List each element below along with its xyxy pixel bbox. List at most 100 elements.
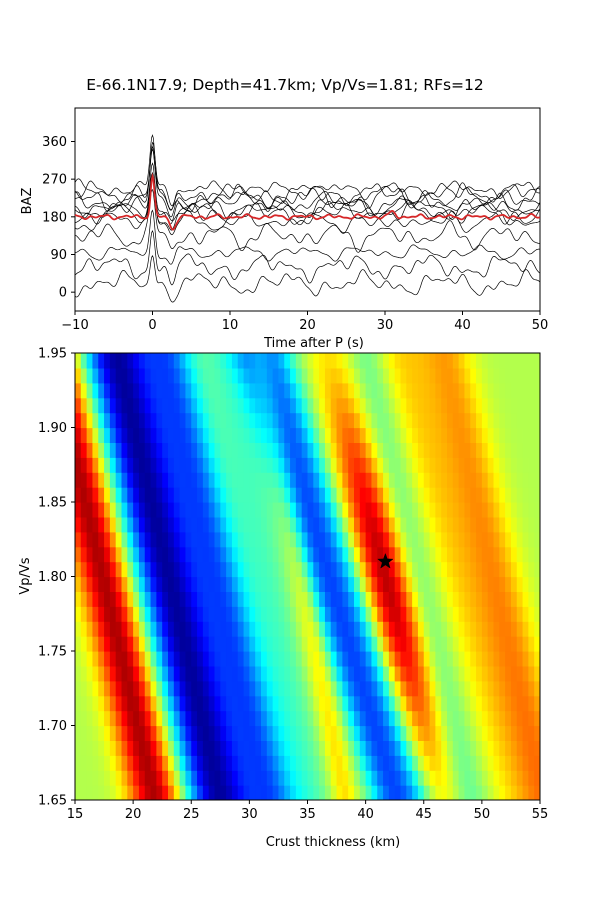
hk-heatmap-cell	[290, 710, 297, 727]
hk-heatmap-cell	[191, 457, 198, 473]
hk-x-label: Crust thickness (km)	[266, 835, 401, 850]
hk-heatmap-cell	[92, 785, 99, 800]
hk-heatmap-cell	[447, 546, 454, 563]
hk-heatmap-cell	[441, 382, 448, 399]
hk-heatmap-cell	[534, 546, 540, 563]
hk-heatmap-cell	[313, 665, 320, 682]
hk-heatmap-cell	[487, 665, 495, 682]
hk-heatmap-cell	[261, 710, 268, 727]
hk-heatmap-cell	[75, 353, 82, 369]
hk-heatmap-cell	[98, 651, 105, 667]
hk-heatmap-cell	[388, 561, 396, 578]
hk-heatmap-cell	[348, 353, 355, 369]
hk-heatmap-cell	[109, 472, 117, 488]
hk-heatmap-cell	[481, 561, 489, 578]
hk-heatmap-cell	[115, 636, 123, 652]
hk-heatmap-cell	[319, 502, 326, 518]
hk-heatmap-cell	[75, 457, 82, 473]
hk-heatmap-cell	[127, 472, 134, 488]
hk-heatmap-cell	[470, 472, 477, 488]
hk-heatmap-cell	[313, 531, 320, 548]
hk-heatmap-cell	[266, 531, 274, 548]
hk-heatmap-cell	[284, 427, 291, 443]
hk-heatmap-cell	[505, 546, 512, 563]
hk-heatmap-cell	[324, 531, 332, 548]
hk-heatmap-cell	[476, 680, 483, 697]
hk-heatmap-cell	[470, 427, 477, 443]
hk-heatmap-cell	[359, 695, 367, 712]
hk-heatmap-cell	[301, 785, 309, 800]
hk-heatmap-cell	[133, 472, 140, 488]
hk-heatmap-cell	[534, 502, 540, 518]
hk-heatmap-cell	[80, 680, 88, 697]
hk-heatmap-cell	[290, 680, 297, 697]
hk-heatmap-cell	[214, 695, 221, 712]
hk-heatmap-cell	[464, 606, 471, 622]
hk-heatmap-cell	[336, 516, 343, 533]
hk-heatmap-cell	[348, 665, 355, 682]
hk-heatmap-cell	[156, 695, 163, 712]
hk-heatmap-cell	[417, 695, 425, 712]
hk-heatmap-cell	[313, 576, 320, 592]
hk-heatmap-cell	[197, 785, 204, 800]
hk-heatmap-cell	[464, 770, 471, 786]
hk-heatmap-cell	[255, 487, 262, 503]
hk-heatmap-cell	[412, 621, 419, 637]
hk-heatmap-cell	[295, 397, 303, 414]
hk-heatmap-cell	[336, 785, 343, 800]
hk-heatmap-cell	[115, 382, 123, 399]
hk-heatmap-cell	[330, 636, 338, 652]
hk-heatmap-cell	[522, 457, 529, 473]
hk-heatmap-cell	[330, 680, 338, 697]
hk-heatmap-cell	[441, 576, 448, 592]
rf-x-tick-label: 10	[222, 318, 239, 333]
hk-heatmap-cell	[266, 740, 274, 756]
hk-heatmap-cell	[208, 531, 216, 548]
hk-heatmap-cell	[295, 606, 303, 622]
hk-heatmap-cell	[435, 442, 442, 458]
hk-heatmap-cell	[510, 427, 518, 443]
hk-heatmap-cell	[237, 367, 245, 384]
hk-heatmap-cell	[336, 740, 343, 756]
hk-heatmap-cell	[144, 651, 152, 667]
hk-heatmap-cell	[144, 353, 152, 369]
hk-heatmap-cell	[476, 516, 483, 533]
hk-heatmap-cell	[470, 576, 477, 592]
hk-heatmap-cell	[208, 680, 216, 697]
hk-heatmap-cell	[516, 457, 524, 473]
hk-heatmap-cell	[534, 785, 540, 800]
hk-heatmap-cell	[191, 531, 198, 548]
hk-heatmap-cell	[441, 457, 448, 473]
hk-heatmap-cell	[185, 353, 192, 369]
hk-heatmap-cell	[185, 606, 192, 622]
hk-heatmap-cell	[319, 442, 326, 458]
hk-heatmap-cell	[458, 472, 466, 488]
hk-heatmap-cell	[150, 353, 157, 369]
hk-heatmap-cell	[481, 680, 489, 697]
hk-heatmap-cell	[365, 680, 373, 697]
hk-heatmap-cell	[121, 457, 128, 473]
hk-heatmap-cell	[115, 576, 123, 592]
hk-heatmap-cell	[127, 412, 134, 429]
hk-heatmap-cell	[290, 695, 297, 712]
hk-heatmap-cell	[191, 636, 198, 652]
hk-heatmap-cell	[365, 621, 373, 637]
hk-heatmap-cell	[447, 725, 454, 741]
hk-heatmap-cell	[278, 606, 285, 622]
hk-heatmap-cell	[342, 591, 349, 607]
hk-heatmap-cell	[510, 353, 518, 369]
hk-heatmap-cell	[435, 785, 442, 800]
hk-heatmap-cell	[278, 472, 285, 488]
hk-heatmap-cell	[406, 397, 413, 414]
hk-heatmap-cell	[429, 382, 436, 399]
hk-heatmap-cell	[319, 621, 326, 637]
hk-heatmap-cell	[150, 636, 157, 652]
hk-heatmap-cell	[330, 591, 338, 607]
hk-heatmap-cell	[162, 472, 169, 488]
hk-heatmap-cell	[342, 472, 349, 488]
hk-heatmap-cell	[295, 412, 303, 429]
hk-heatmap-cell	[342, 710, 349, 727]
hk-heatmap-cell	[104, 591, 111, 607]
hk-heatmap-cell	[487, 472, 495, 488]
hk-heatmap-cell	[348, 382, 355, 399]
